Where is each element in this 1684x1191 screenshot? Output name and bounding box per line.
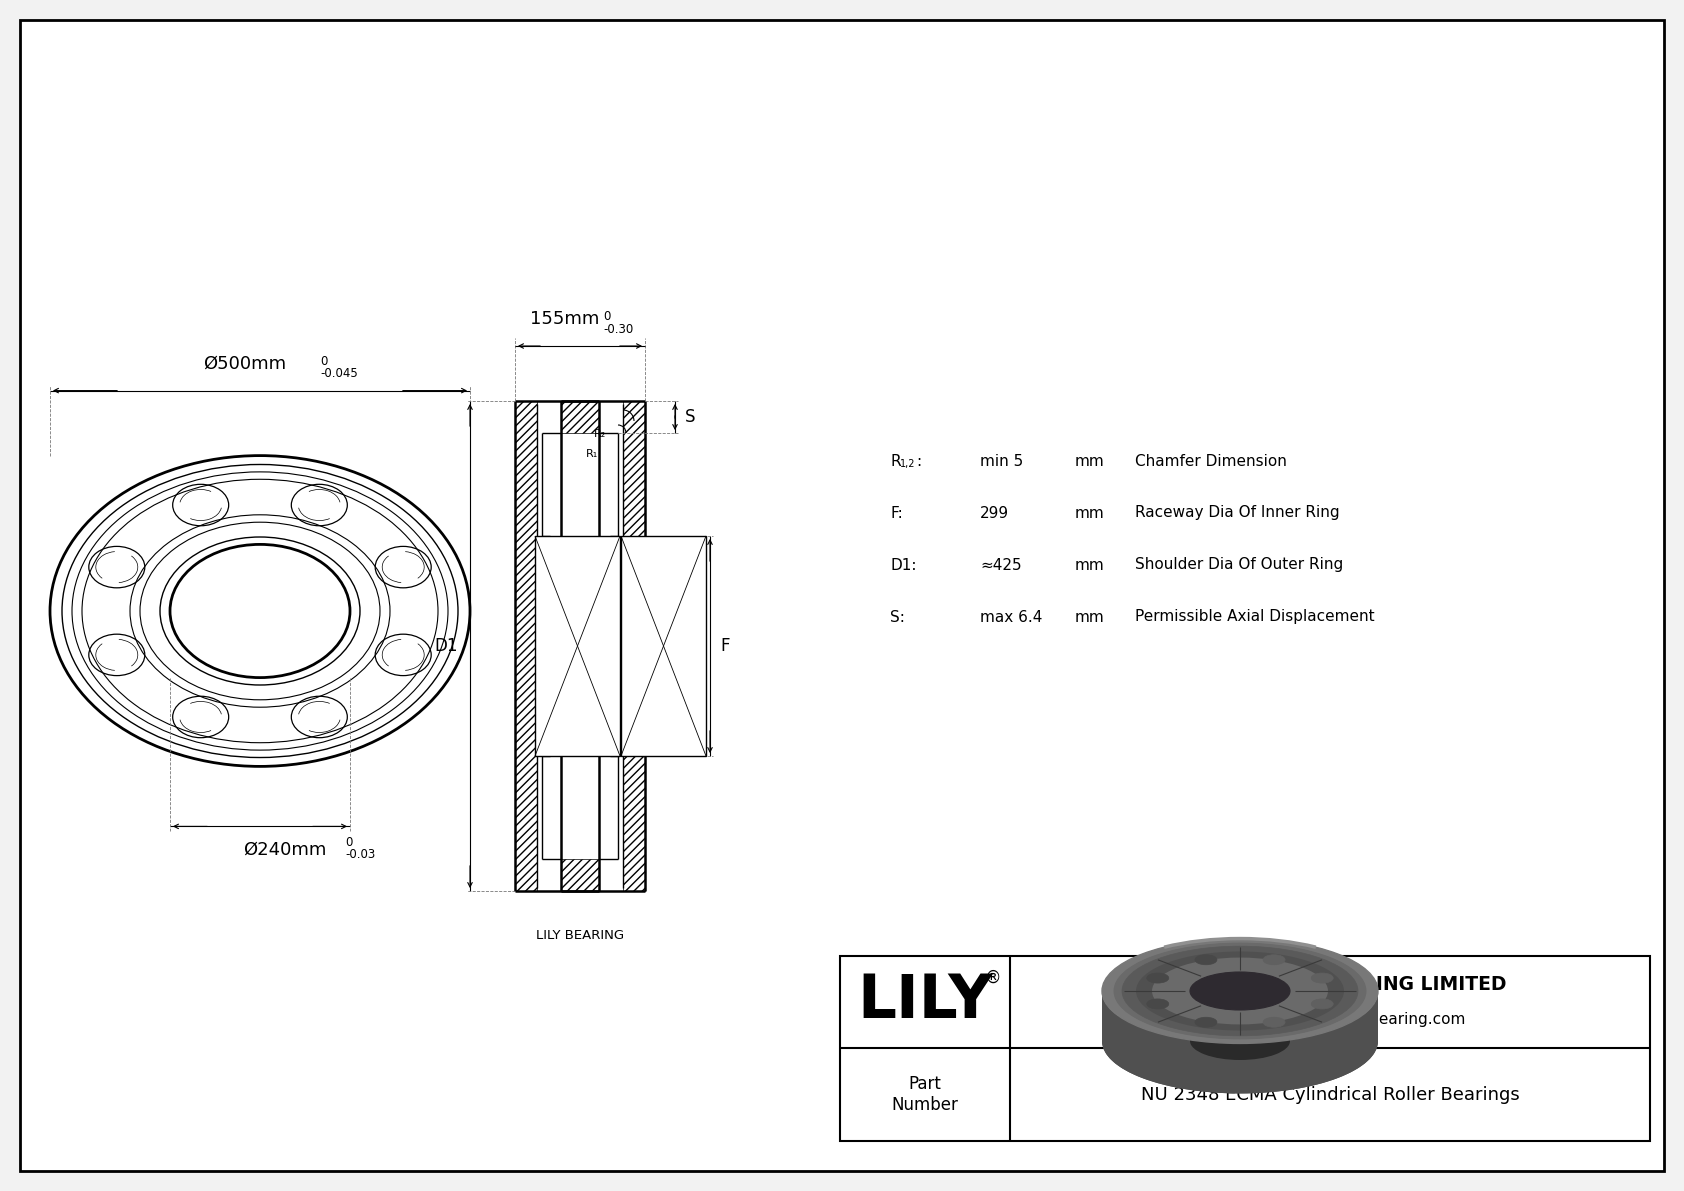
Text: Ø500mm: Ø500mm bbox=[204, 355, 286, 373]
Text: SHANGHAI LILY BEARING LIMITED: SHANGHAI LILY BEARING LIMITED bbox=[1154, 975, 1507, 994]
Text: R₁: R₁ bbox=[586, 449, 598, 459]
Polygon shape bbox=[1101, 991, 1378, 1093]
Bar bbox=[515, 401, 537, 891]
Text: Permissible Axial Displacement: Permissible Axial Displacement bbox=[1135, 610, 1374, 624]
Ellipse shape bbox=[1147, 973, 1169, 983]
Text: 299: 299 bbox=[980, 505, 1009, 520]
Text: 1,2: 1,2 bbox=[899, 459, 916, 469]
Text: LILY BEARING: LILY BEARING bbox=[536, 929, 625, 942]
Ellipse shape bbox=[1263, 1017, 1285, 1028]
Text: Raceway Dia Of Inner Ring: Raceway Dia Of Inner Ring bbox=[1135, 505, 1340, 520]
Text: 0: 0 bbox=[320, 355, 327, 368]
Ellipse shape bbox=[1152, 958, 1329, 1024]
Bar bbox=[561, 401, 600, 434]
Text: R: R bbox=[891, 454, 901, 468]
Text: -0.045: -0.045 bbox=[320, 367, 357, 380]
Bar bbox=[542, 536, 551, 756]
Bar bbox=[621, 536, 706, 756]
Text: D1: D1 bbox=[434, 637, 458, 655]
Text: Shoulder Dia Of Outer Ring: Shoulder Dia Of Outer Ring bbox=[1135, 557, 1344, 573]
Bar bbox=[610, 536, 618, 756]
Text: mm: mm bbox=[1074, 610, 1105, 624]
Text: :: : bbox=[916, 454, 921, 468]
Text: S:: S: bbox=[891, 610, 904, 624]
Text: min 5: min 5 bbox=[980, 454, 1024, 468]
Text: -0.30: -0.30 bbox=[603, 323, 633, 336]
Ellipse shape bbox=[1196, 955, 1218, 965]
Text: Chamfer Dimension: Chamfer Dimension bbox=[1135, 454, 1287, 468]
Ellipse shape bbox=[1137, 952, 1344, 1030]
Bar bbox=[561, 859, 600, 891]
Ellipse shape bbox=[1196, 1017, 1218, 1028]
Text: -0.03: -0.03 bbox=[345, 848, 376, 861]
Text: mm: mm bbox=[1074, 557, 1105, 573]
Ellipse shape bbox=[1191, 972, 1290, 1010]
Text: F: F bbox=[721, 637, 729, 655]
Text: 0: 0 bbox=[345, 836, 352, 849]
Bar bbox=[840, 956, 1650, 1141]
Text: 155mm: 155mm bbox=[530, 310, 600, 328]
Text: S: S bbox=[685, 409, 695, 426]
Bar bbox=[536, 536, 620, 756]
Bar bbox=[623, 401, 645, 891]
Text: max 6.4: max 6.4 bbox=[980, 610, 1042, 624]
Text: ≈425: ≈425 bbox=[980, 557, 1022, 573]
Ellipse shape bbox=[1122, 946, 1357, 1036]
Ellipse shape bbox=[1312, 999, 1334, 1009]
Ellipse shape bbox=[1263, 955, 1285, 965]
Ellipse shape bbox=[1312, 973, 1334, 983]
Text: LILY: LILY bbox=[857, 973, 994, 1031]
Text: Email: lilybearing@lily-bearing.com: Email: lilybearing@lily-bearing.com bbox=[1194, 1011, 1465, 1027]
Ellipse shape bbox=[1147, 999, 1169, 1009]
Text: mm: mm bbox=[1074, 505, 1105, 520]
Text: Ø240mm: Ø240mm bbox=[242, 841, 327, 859]
Text: R₂: R₂ bbox=[594, 429, 606, 439]
Text: ®: ® bbox=[985, 969, 1002, 987]
Text: F:: F: bbox=[891, 505, 903, 520]
Ellipse shape bbox=[1101, 989, 1378, 1093]
Text: D1:: D1: bbox=[891, 557, 916, 573]
Text: 0: 0 bbox=[603, 310, 610, 323]
Text: mm: mm bbox=[1074, 454, 1105, 468]
Ellipse shape bbox=[1191, 1022, 1290, 1060]
Ellipse shape bbox=[1115, 943, 1366, 1039]
Ellipse shape bbox=[1101, 939, 1378, 1043]
Text: Part
Number: Part Number bbox=[891, 1075, 958, 1114]
Text: NU 2348 ECMA Cylindrical Roller Bearings: NU 2348 ECMA Cylindrical Roller Bearings bbox=[1140, 1085, 1519, 1104]
